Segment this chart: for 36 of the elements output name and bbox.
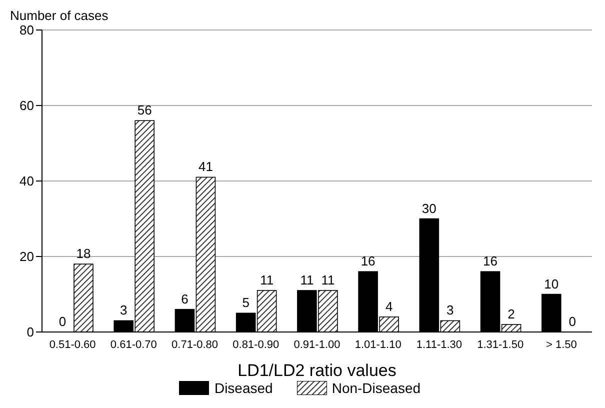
- data-label: 41: [198, 159, 213, 174]
- x-tick-label: 0.51-0.60: [49, 338, 96, 351]
- legend-label: Non-Diseased: [332, 380, 421, 396]
- x-tick-label: 0.81-0.90: [232, 338, 280, 351]
- x-tick-label: 0.71-0.80: [172, 338, 218, 351]
- legend-label: Diseased: [214, 380, 273, 396]
- data-label: 2: [508, 306, 515, 322]
- data-label: 18: [76, 246, 91, 262]
- data-label: 10: [544, 276, 559, 292]
- data-label: 11: [321, 272, 335, 288]
- data-label: 11: [300, 272, 314, 288]
- data-label: 0: [568, 314, 576, 329]
- x-tick-label: 0.91-1.00: [294, 338, 340, 351]
- data-label: 3: [446, 302, 454, 318]
- data-label: 11: [260, 272, 274, 288]
- y-tick-label: 40: [20, 174, 34, 189]
- data-label: 56: [137, 102, 152, 118]
- x-tick-label: 1.11-1.30: [416, 338, 462, 351]
- data-label: 30: [422, 200, 436, 216]
- x-tick-label: 1.01-1.10: [354, 338, 402, 351]
- data-label: 6: [181, 291, 188, 306]
- data-label: 0: [58, 314, 66, 329]
- x-tick-label: 0.61-0.70: [110, 338, 157, 351]
- data-label: 4: [385, 298, 393, 314]
- x-tick-label: 1.31-1.50: [477, 338, 524, 351]
- y-tick-label: 60: [20, 98, 34, 114]
- x-axis-title: LD1/LD2 ratio values: [238, 361, 396, 380]
- x-tick-label: > 1.50: [546, 338, 577, 351]
- data-label: 3: [120, 302, 128, 318]
- y-tick-label: 0: [26, 324, 34, 340]
- data-label: 16: [360, 254, 376, 269]
- y-tick-label: 80: [20, 22, 34, 38]
- y-tick-label: 20: [20, 249, 34, 264]
- y-axis-title: Number of cases: [10, 8, 108, 23]
- data-label: 16: [483, 254, 498, 269]
- data-label: 5: [242, 295, 250, 310]
